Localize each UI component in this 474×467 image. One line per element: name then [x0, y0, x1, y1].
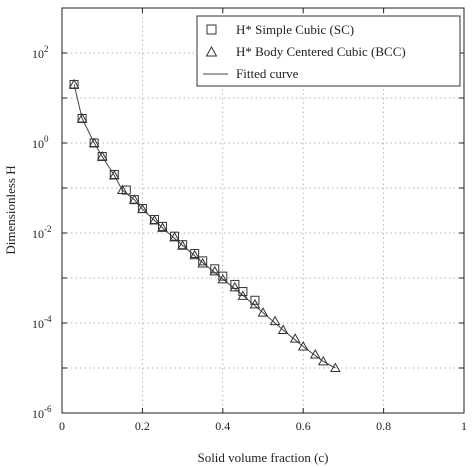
bcc-point: [309, 348, 321, 359]
sc-point: [210, 264, 220, 274]
x-tick-label: 0: [59, 419, 65, 433]
bcc-point: [209, 265, 221, 276]
bcc-point: [249, 298, 261, 309]
bcc-point: [88, 137, 100, 147]
axis-ticks: [61, 7, 465, 414]
bcc-point: [289, 333, 301, 343]
y-tick-label: 102: [32, 44, 49, 61]
bcc-point: [217, 273, 229, 284]
sc-markers: [69, 79, 260, 305]
fitted-curve-line: [73, 84, 336, 369]
bcc-point: [157, 222, 168, 232]
bcc-point: [257, 307, 269, 317]
legend-sc-marker: [206, 24, 217, 35]
x-tick-label: 0.4: [215, 419, 230, 433]
x-tick-label: 0.6: [296, 419, 311, 433]
x-tick-label: 1: [461, 419, 467, 433]
bcc-point: [189, 249, 201, 260]
bcc-point: [277, 324, 289, 334]
sc-point: [238, 287, 248, 297]
y-tick-exponent: -4: [44, 314, 52, 324]
bcc-point: [108, 169, 120, 180]
bcc-point: [169, 231, 180, 242]
y-tick-label: 10-2: [32, 224, 52, 241]
y-tick-exponent: 0: [44, 134, 49, 144]
legend: H* Simple Cubic (SC) H* Body Centered Cu…: [196, 15, 461, 87]
x-tick-label: 0.2: [135, 419, 150, 433]
sc-point: [190, 249, 200, 259]
y-tick-base: 10: [32, 317, 44, 331]
y-tick-base: 10: [32, 137, 44, 151]
sc-point: [250, 295, 260, 305]
bcc-point: [96, 151, 108, 161]
y-tick-exponent: -2: [44, 224, 52, 234]
bcc-point: [317, 355, 329, 366]
bcc-point: [269, 315, 281, 326]
bcc-point: [297, 341, 309, 351]
y-tick-base: 10: [32, 407, 44, 421]
bcc-point: [137, 203, 148, 214]
bcc-point: [229, 281, 241, 292]
x-tick-label: 0.8: [376, 419, 391, 433]
bcc-point: [149, 214, 160, 225]
x-axis-label: Solid volume fraction (c): [197, 450, 328, 465]
bcc-point: [197, 257, 209, 268]
legend-bcc-label: H* Body Centered Cubic (BCC): [236, 44, 406, 59]
fitted-curve-layer: [73, 84, 336, 369]
plot-frame: [61, 7, 465, 414]
sc-point: [218, 271, 228, 281]
bcc-point: [177, 240, 188, 250]
bcc-point: [116, 184, 128, 195]
bcc-markers: [68, 78, 341, 372]
y-tick-base: 10: [32, 47, 44, 61]
x-tick-labels: 0 0.2 0.4 0.6 0.8 1: [59, 419, 467, 433]
bcc-point: [237, 290, 249, 300]
y-tick-exponent: -6: [44, 404, 52, 414]
legend-box: [196, 15, 461, 87]
sc-point: [230, 279, 240, 289]
bcc-point: [330, 362, 341, 372]
bcc-point: [129, 194, 140, 204]
legend-bcc-marker: [205, 45, 218, 57]
y-axis-label: Dimensionless H: [3, 165, 18, 254]
y-tick-base: 10: [32, 227, 44, 241]
y-tick-label: 10-6: [32, 404, 52, 421]
y-tick-exponent: 2: [44, 44, 49, 54]
bcc-point: [76, 112, 88, 123]
legend-sc-label: H* Simple Cubic (SC): [236, 22, 354, 37]
bcc-point: [68, 78, 80, 89]
y-tick-label: 100: [32, 134, 49, 151]
legend-fit-label: Fitted curve: [236, 66, 299, 81]
sc-point: [198, 256, 208, 266]
y-tick-label: 10-4: [32, 314, 52, 331]
